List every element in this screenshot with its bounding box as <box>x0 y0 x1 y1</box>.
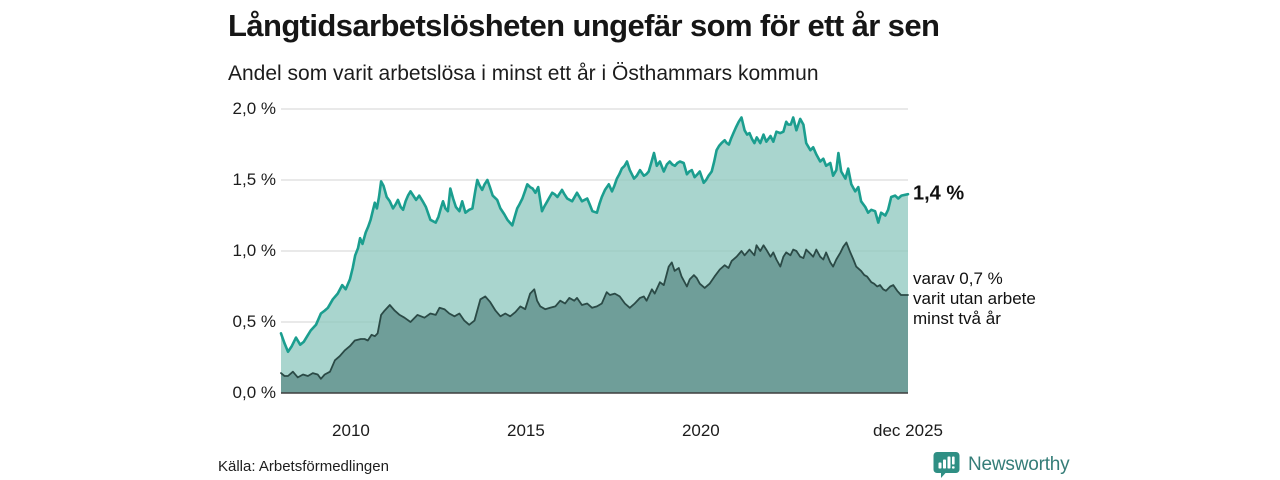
x-tick-label: dec 2025 <box>873 421 943 440</box>
y-tick-label: 2,0 % <box>232 99 276 118</box>
plot-area <box>279 108 910 394</box>
x-tick-label: 2015 <box>507 421 545 440</box>
x-tick-label: 2020 <box>681 421 720 440</box>
y-tick-label: 1,0 % <box>232 241 276 260</box>
end-value-label-two-year: varav 0,7 % varit utan arbete minst två … <box>913 269 1036 328</box>
chart-subtitle: Andel som varit arbetslösa i minst ett å… <box>228 62 819 85</box>
chart-title: Långtidsarbetslösheten ungefär som för e… <box>228 8 940 43</box>
y-tick-label: 0,0 % <box>232 383 276 402</box>
source-label: Källa: Arbetsförmedlingen <box>218 458 389 475</box>
y-tick-label: 0,5 % <box>232 312 276 331</box>
newsworthy-logo: Newsworthy <box>933 451 1070 479</box>
end-value-label-total: 1,4 % <box>913 182 965 205</box>
area-chart-svg <box>279 108 910 394</box>
brand-name: Newsworthy <box>968 454 1070 475</box>
y-tick-label: 1,5 % <box>232 170 276 189</box>
x-tick-label: 2010 <box>332 421 370 440</box>
newsworthy-icon <box>933 452 960 478</box>
